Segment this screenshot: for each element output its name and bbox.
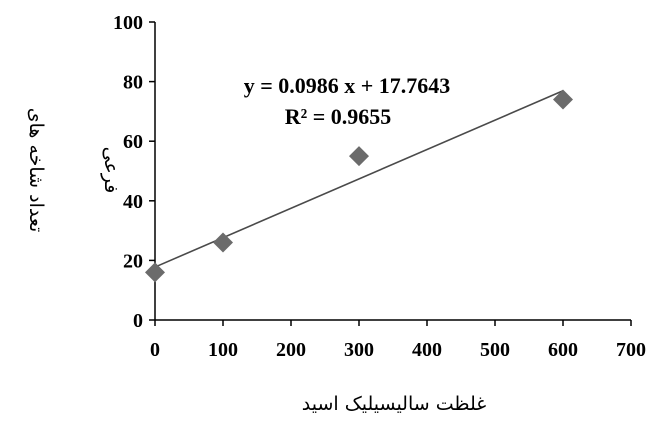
y-tick-label: 100	[113, 12, 143, 34]
y-tick-label: 80	[123, 72, 143, 94]
axes	[154, 22, 631, 321]
data-point	[349, 146, 369, 167]
data-point	[145, 262, 165, 283]
x-tick-label: 700	[616, 339, 646, 361]
y-tick-label: 60	[123, 131, 143, 153]
data-points	[145, 89, 573, 283]
trendline-equation: y = 0.0986 x + 17.7643	[244, 73, 451, 98]
data-point	[213, 232, 233, 253]
y-tick-label: 20	[123, 250, 143, 272]
x-tick-label: 0	[150, 339, 160, 361]
x-tick-labels: 0 100 200 300 400 500 600 700	[150, 339, 646, 361]
r-squared-label: R² = 0.9655	[285, 104, 392, 129]
x-tick-label: 100	[208, 339, 238, 361]
x-tick-label: 600	[548, 339, 578, 361]
x-axis-title: غلظت سالیسیلیک اسید	[302, 393, 486, 415]
tick-marks	[149, 21, 632, 326]
y-axis-title-line2: فرعی	[100, 147, 122, 194]
x-tick-label: 200	[276, 339, 306, 361]
data-point	[553, 89, 573, 110]
x-tick-label: 400	[412, 339, 442, 361]
y-tick-label: 0	[133, 310, 143, 332]
y-tick-label: 40	[123, 191, 143, 213]
x-tick-label: 300	[344, 339, 374, 361]
y-tick-labels: 0 20 40 60 80 100	[113, 12, 143, 332]
x-tick-label: 500	[480, 339, 510, 361]
y-axis-title-line1: تعداد شاخه های	[25, 108, 47, 233]
